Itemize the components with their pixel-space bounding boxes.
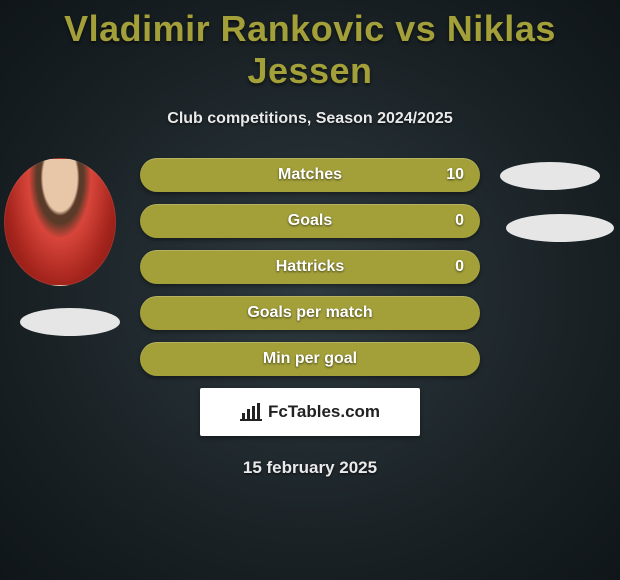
player-right-name-placeholder	[506, 214, 614, 242]
stat-label: Hattricks	[276, 258, 344, 276]
comparison-date: 15 february 2025	[0, 458, 620, 478]
stat-value: 0	[455, 258, 464, 276]
stat-bar-hattricks: Hattricks 0	[140, 250, 480, 284]
comparison-title: Vladimir Rankovic vs Niklas Jessen	[0, 0, 620, 92]
stat-bars: Matches 10 Goals 0 Hattricks 0 Goals per…	[140, 158, 480, 376]
comparison-subtitle: Club competitions, Season 2024/2025	[0, 110, 620, 128]
brand-box: FcTables.com	[200, 388, 420, 436]
stat-label: Goals per match	[247, 304, 372, 322]
stat-value: 0	[455, 212, 464, 230]
stat-label: Min per goal	[263, 350, 357, 368]
stat-bar-min-per-goal: Min per goal	[140, 342, 480, 376]
player-left-name-placeholder	[20, 308, 120, 336]
player-right-avatar-placeholder	[500, 162, 600, 190]
stat-value: 10	[446, 166, 464, 184]
comparison-content: Matches 10 Goals 0 Hattricks 0 Goals per…	[0, 158, 620, 478]
player-left-avatar	[4, 158, 116, 286]
brand-text: FcTables.com	[268, 402, 380, 422]
stat-bar-goals-per-match: Goals per match	[140, 296, 480, 330]
stat-bar-matches: Matches 10	[140, 158, 480, 192]
bar-chart-icon	[240, 403, 262, 421]
stat-bar-goals: Goals 0	[140, 204, 480, 238]
stat-label: Goals	[288, 212, 332, 230]
stat-label: Matches	[278, 166, 342, 184]
